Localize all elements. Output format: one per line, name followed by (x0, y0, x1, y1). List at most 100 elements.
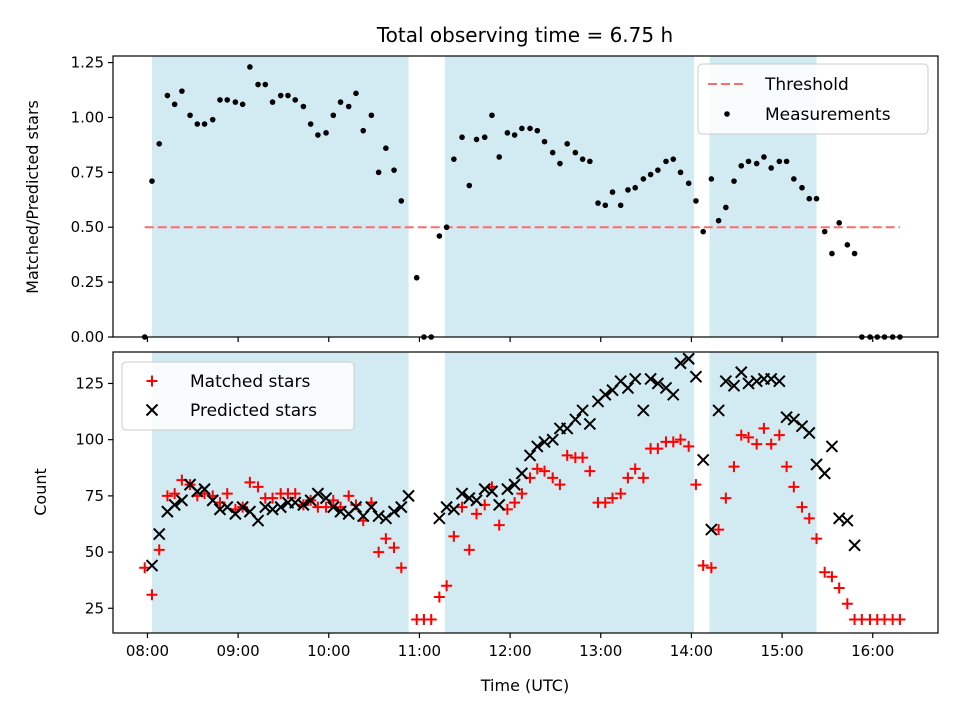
measurement-point (224, 97, 231, 103)
y-tick-label: 1.25 (71, 54, 104, 72)
predicted-point (538, 435, 551, 449)
measurement-point (753, 160, 760, 167)
matched-point (561, 449, 573, 461)
x-tick-label: 11:00 (398, 642, 441, 660)
predicted-point (727, 379, 741, 392)
predicted-point (213, 503, 227, 516)
predicted-point (379, 512, 393, 525)
predicted-point (349, 500, 363, 514)
measurement-point (723, 204, 729, 211)
x-tick-label: 12:00 (488, 642, 531, 660)
predicted-point (667, 388, 680, 401)
predicted-point (501, 482, 514, 496)
predicted-point (221, 500, 234, 514)
measurement-point (345, 103, 352, 110)
matched-point (735, 429, 747, 441)
matched-point (539, 465, 551, 477)
predicted-point (259, 500, 272, 514)
measurement-point (164, 92, 171, 99)
predicted-point (485, 485, 499, 498)
matched-point (267, 492, 279, 504)
measurement-point (579, 156, 586, 162)
predicted-point (628, 372, 642, 386)
matched-point (652, 443, 664, 455)
matched-point (713, 524, 725, 536)
predicted-point (198, 482, 211, 496)
measurement-point (519, 125, 525, 132)
measurement-point (700, 228, 706, 235)
y-tick-label: 50 (85, 543, 104, 561)
predicted-point (470, 494, 483, 507)
chart-title: Total observing time = 6.75 h (376, 23, 673, 47)
measurement-point (187, 112, 193, 119)
matched-point (577, 452, 589, 464)
x-tick-label: 14:00 (670, 642, 713, 660)
predicted-point (395, 500, 408, 514)
y-tick-label: 25 (85, 599, 104, 617)
predicted-point (319, 491, 333, 505)
matched-point (516, 488, 528, 500)
matched-point (629, 463, 641, 475)
predicted-point (689, 370, 703, 383)
matched-point (471, 508, 483, 520)
predicted-point (463, 491, 476, 505)
predicted-point (493, 498, 506, 512)
matched-point (252, 481, 264, 493)
measurement-point (323, 130, 329, 136)
predicted-point (153, 527, 166, 541)
predicted-point (742, 377, 755, 390)
y-tick-label: 0.25 (71, 273, 104, 291)
predicted-point (621, 381, 635, 395)
matched-point (803, 512, 815, 524)
measurement-point (564, 141, 571, 147)
matched-point (607, 492, 619, 504)
measurement-point (451, 156, 457, 162)
measurement-point (466, 182, 473, 189)
predicted-point (206, 494, 219, 507)
matched-point (425, 614, 437, 626)
y-axis-label-count: Count (31, 468, 50, 516)
measurement-point (851, 250, 858, 257)
matched-point (615, 488, 627, 500)
predicted-point (773, 375, 786, 388)
predicted-point (644, 372, 657, 386)
measurement-point (783, 158, 790, 165)
matched-point (765, 438, 777, 450)
predicted-point (447, 503, 461, 516)
measurement-point (315, 132, 321, 138)
predicted-point (735, 366, 748, 379)
predicted-point (764, 372, 778, 386)
measurement-point (632, 184, 638, 191)
measurement-point (504, 130, 511, 136)
y-tick-label: 100 (75, 431, 104, 449)
predicted-point (523, 449, 537, 462)
predicted-point (266, 503, 279, 516)
matched-point (811, 533, 823, 545)
predicted-point (531, 440, 544, 453)
measurement-point (647, 171, 654, 178)
measurement-point (549, 149, 556, 156)
legend-label-threshold: Threshold (764, 75, 849, 95)
predicted-point (433, 512, 446, 525)
measurement-point (776, 158, 783, 165)
measurement-point (677, 169, 684, 176)
measurement-point (239, 101, 246, 108)
predicted-point (599, 388, 612, 401)
measurement-point (277, 92, 284, 99)
matched-point (509, 497, 521, 509)
panel-count: 25 50 75 100 125 08:00 09:00 10:00 11:00 12:00 13:… (75, 351, 939, 660)
measurement-point (255, 81, 261, 88)
matched-point (153, 544, 165, 556)
measurement-point (609, 189, 616, 195)
measurement-point (670, 156, 677, 162)
predicted-point (803, 426, 816, 440)
predicted-point (750, 375, 763, 388)
observing-window-1 (151, 56, 409, 337)
legend-measurements-swatch (724, 111, 730, 117)
predicted-point (515, 467, 529, 480)
predicted-point (576, 404, 589, 417)
matched-point (833, 582, 845, 594)
matched-point (448, 530, 460, 542)
y-tick-label: 75 (85, 487, 104, 505)
